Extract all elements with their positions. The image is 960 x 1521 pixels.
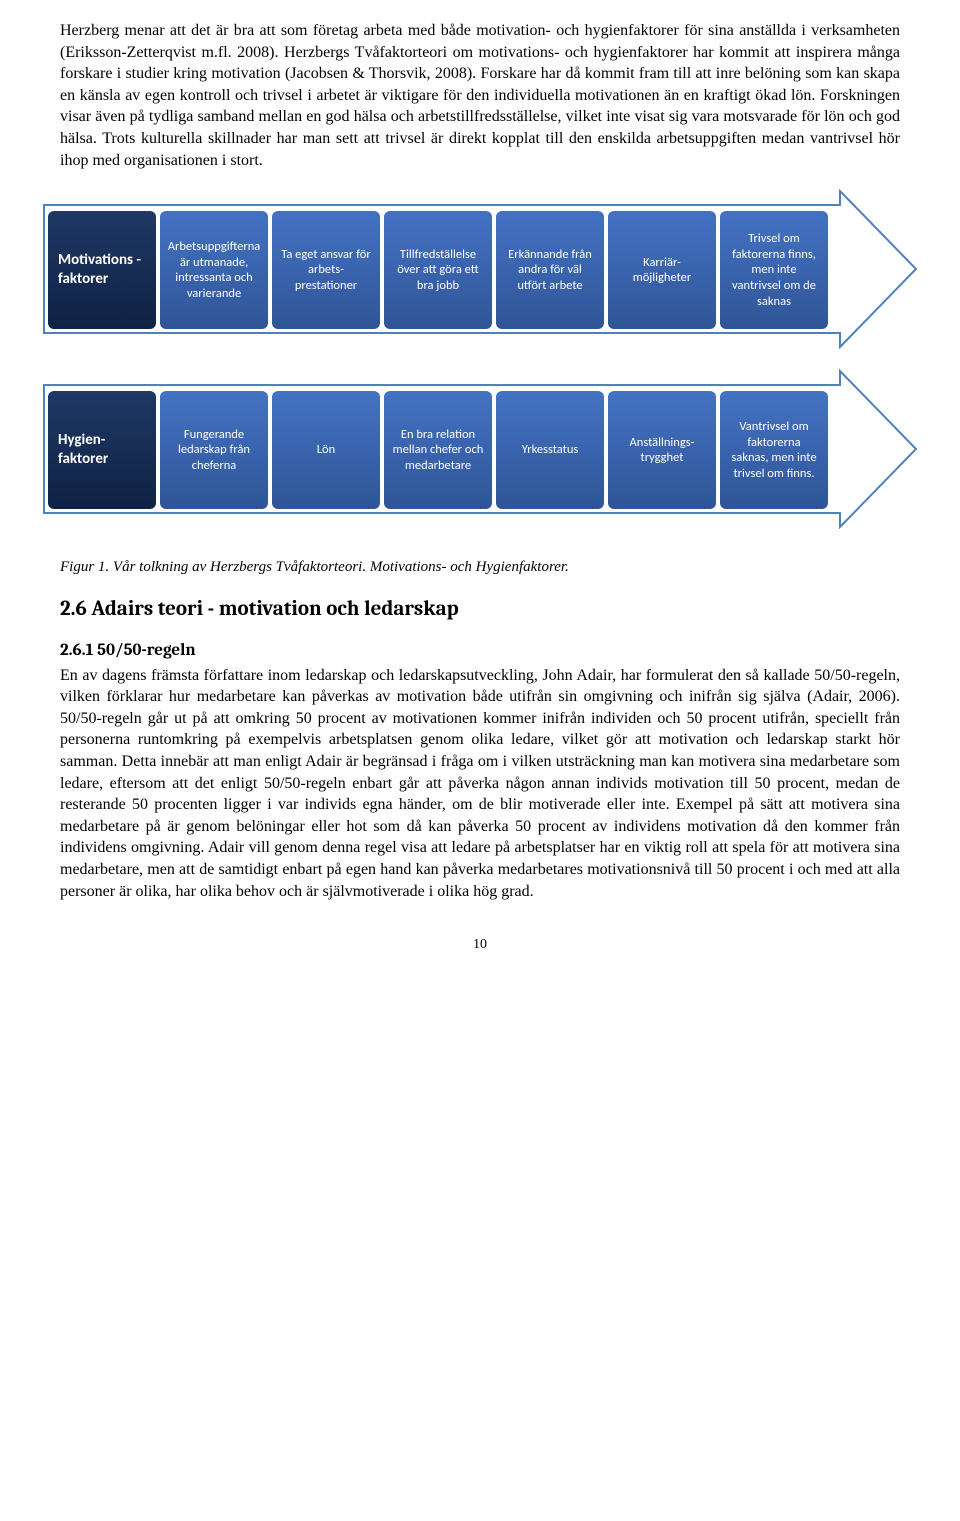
motivations-item: Erkännande från andra för väl utfört arb… xyxy=(496,211,604,329)
hygien-item: En bra relation mellan chefer och medarb… xyxy=(384,391,492,509)
subsection-heading: 2.6.1 50/50-regeln xyxy=(60,640,900,663)
hygien-item: Yrkesstatus xyxy=(496,391,604,509)
motivations-arrow-row: Motivations - faktorer Arbetsuppgifterna… xyxy=(40,189,920,349)
motivations-item: Trivsel om faktorerna finns, men inte va… xyxy=(720,211,828,329)
motivations-item: Arbetsuppgifterna är utmanade, intressan… xyxy=(160,211,268,329)
section-heading: 2.6 Adairs teori - motivation och ledars… xyxy=(60,595,900,623)
intro-paragraph: Herzberg menar att det är bra att som fö… xyxy=(60,20,900,171)
motivations-item: Tillfredställelse över att göra ett bra … xyxy=(384,211,492,329)
hygien-item: Vantrivsel om faktorerna saknas, men int… xyxy=(720,391,828,509)
hygien-item: Fungerande ledarskap från cheferna xyxy=(160,391,268,509)
page-number: 10 xyxy=(60,936,900,955)
motivations-boxes: Motivations - faktorer Arbetsuppgifterna… xyxy=(48,211,828,329)
hygien-boxes: Hygien- faktorer Fungerande ledarskap fr… xyxy=(48,391,828,509)
hygien-item: Lön xyxy=(272,391,380,509)
figure-caption: Figur 1. Vår tolkning av Herzbergs Tvåfa… xyxy=(60,557,900,577)
herzberg-diagram: Motivations - faktorer Arbetsuppgifterna… xyxy=(40,189,920,529)
hygien-item: Anställnings- trygghet xyxy=(608,391,716,509)
body-paragraph: En av dagens främsta författare inom led… xyxy=(60,665,900,903)
hygien-arrow-row: Hygien- faktorer Fungerande ledarskap fr… xyxy=(40,369,920,529)
motivations-item: Ta eget ansvar för arbets- prestationer xyxy=(272,211,380,329)
motivations-head: Motivations - faktorer xyxy=(48,211,156,329)
motivations-item: Karriär- möjligheter xyxy=(608,211,716,329)
hygien-head: Hygien- faktorer xyxy=(48,391,156,509)
